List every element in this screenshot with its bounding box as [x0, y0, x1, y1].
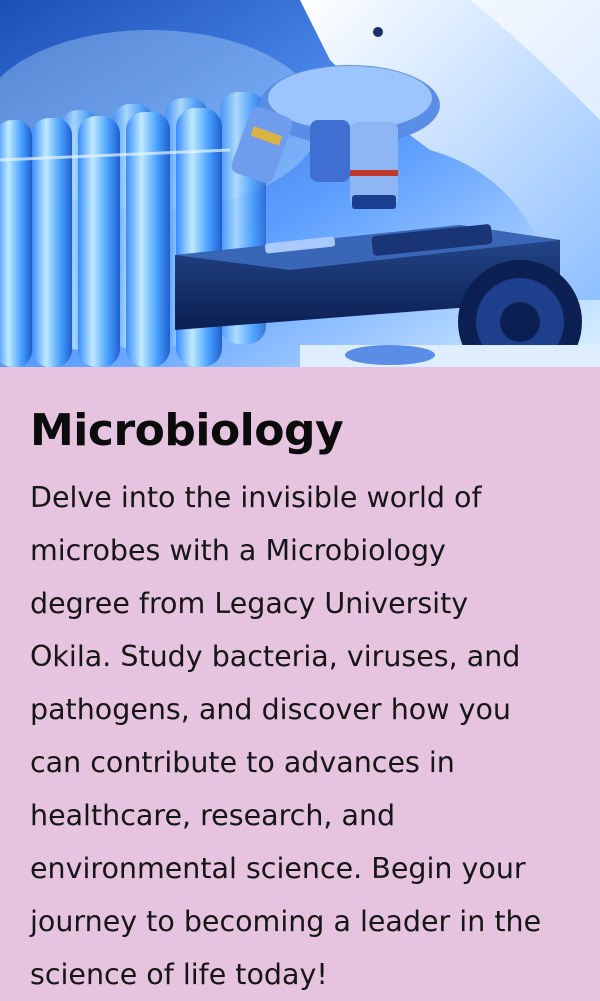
description-paragraph: Delve into the invisible world of microb… — [30, 471, 570, 1001]
page-title: Microbiology — [30, 405, 344, 456]
hero-image — [0, 0, 600, 367]
description-line: science of life today! — [30, 958, 328, 991]
description-line: journey to becoming a leader in the — [30, 905, 542, 938]
microscope-lab-illustration — [0, 0, 600, 367]
description-line: pathogens, and discover how you — [30, 693, 511, 726]
description-line: healthcare, research, and — [30, 799, 396, 832]
description-line: can contribute to advances in — [30, 746, 455, 779]
description-line: microbes with a Microbiology — [30, 534, 446, 567]
description-line: Delve into the invisible world of — [30, 481, 482, 514]
description-line: Okila. Study bacteria, viruses, and — [30, 640, 521, 673]
content-panel: Microbiology Delve into the invisible wo… — [0, 367, 600, 1000]
description-line: degree from Legacy University — [30, 587, 469, 620]
description-line: environmental science. Begin your — [30, 852, 526, 885]
microscope — [175, 0, 600, 367]
